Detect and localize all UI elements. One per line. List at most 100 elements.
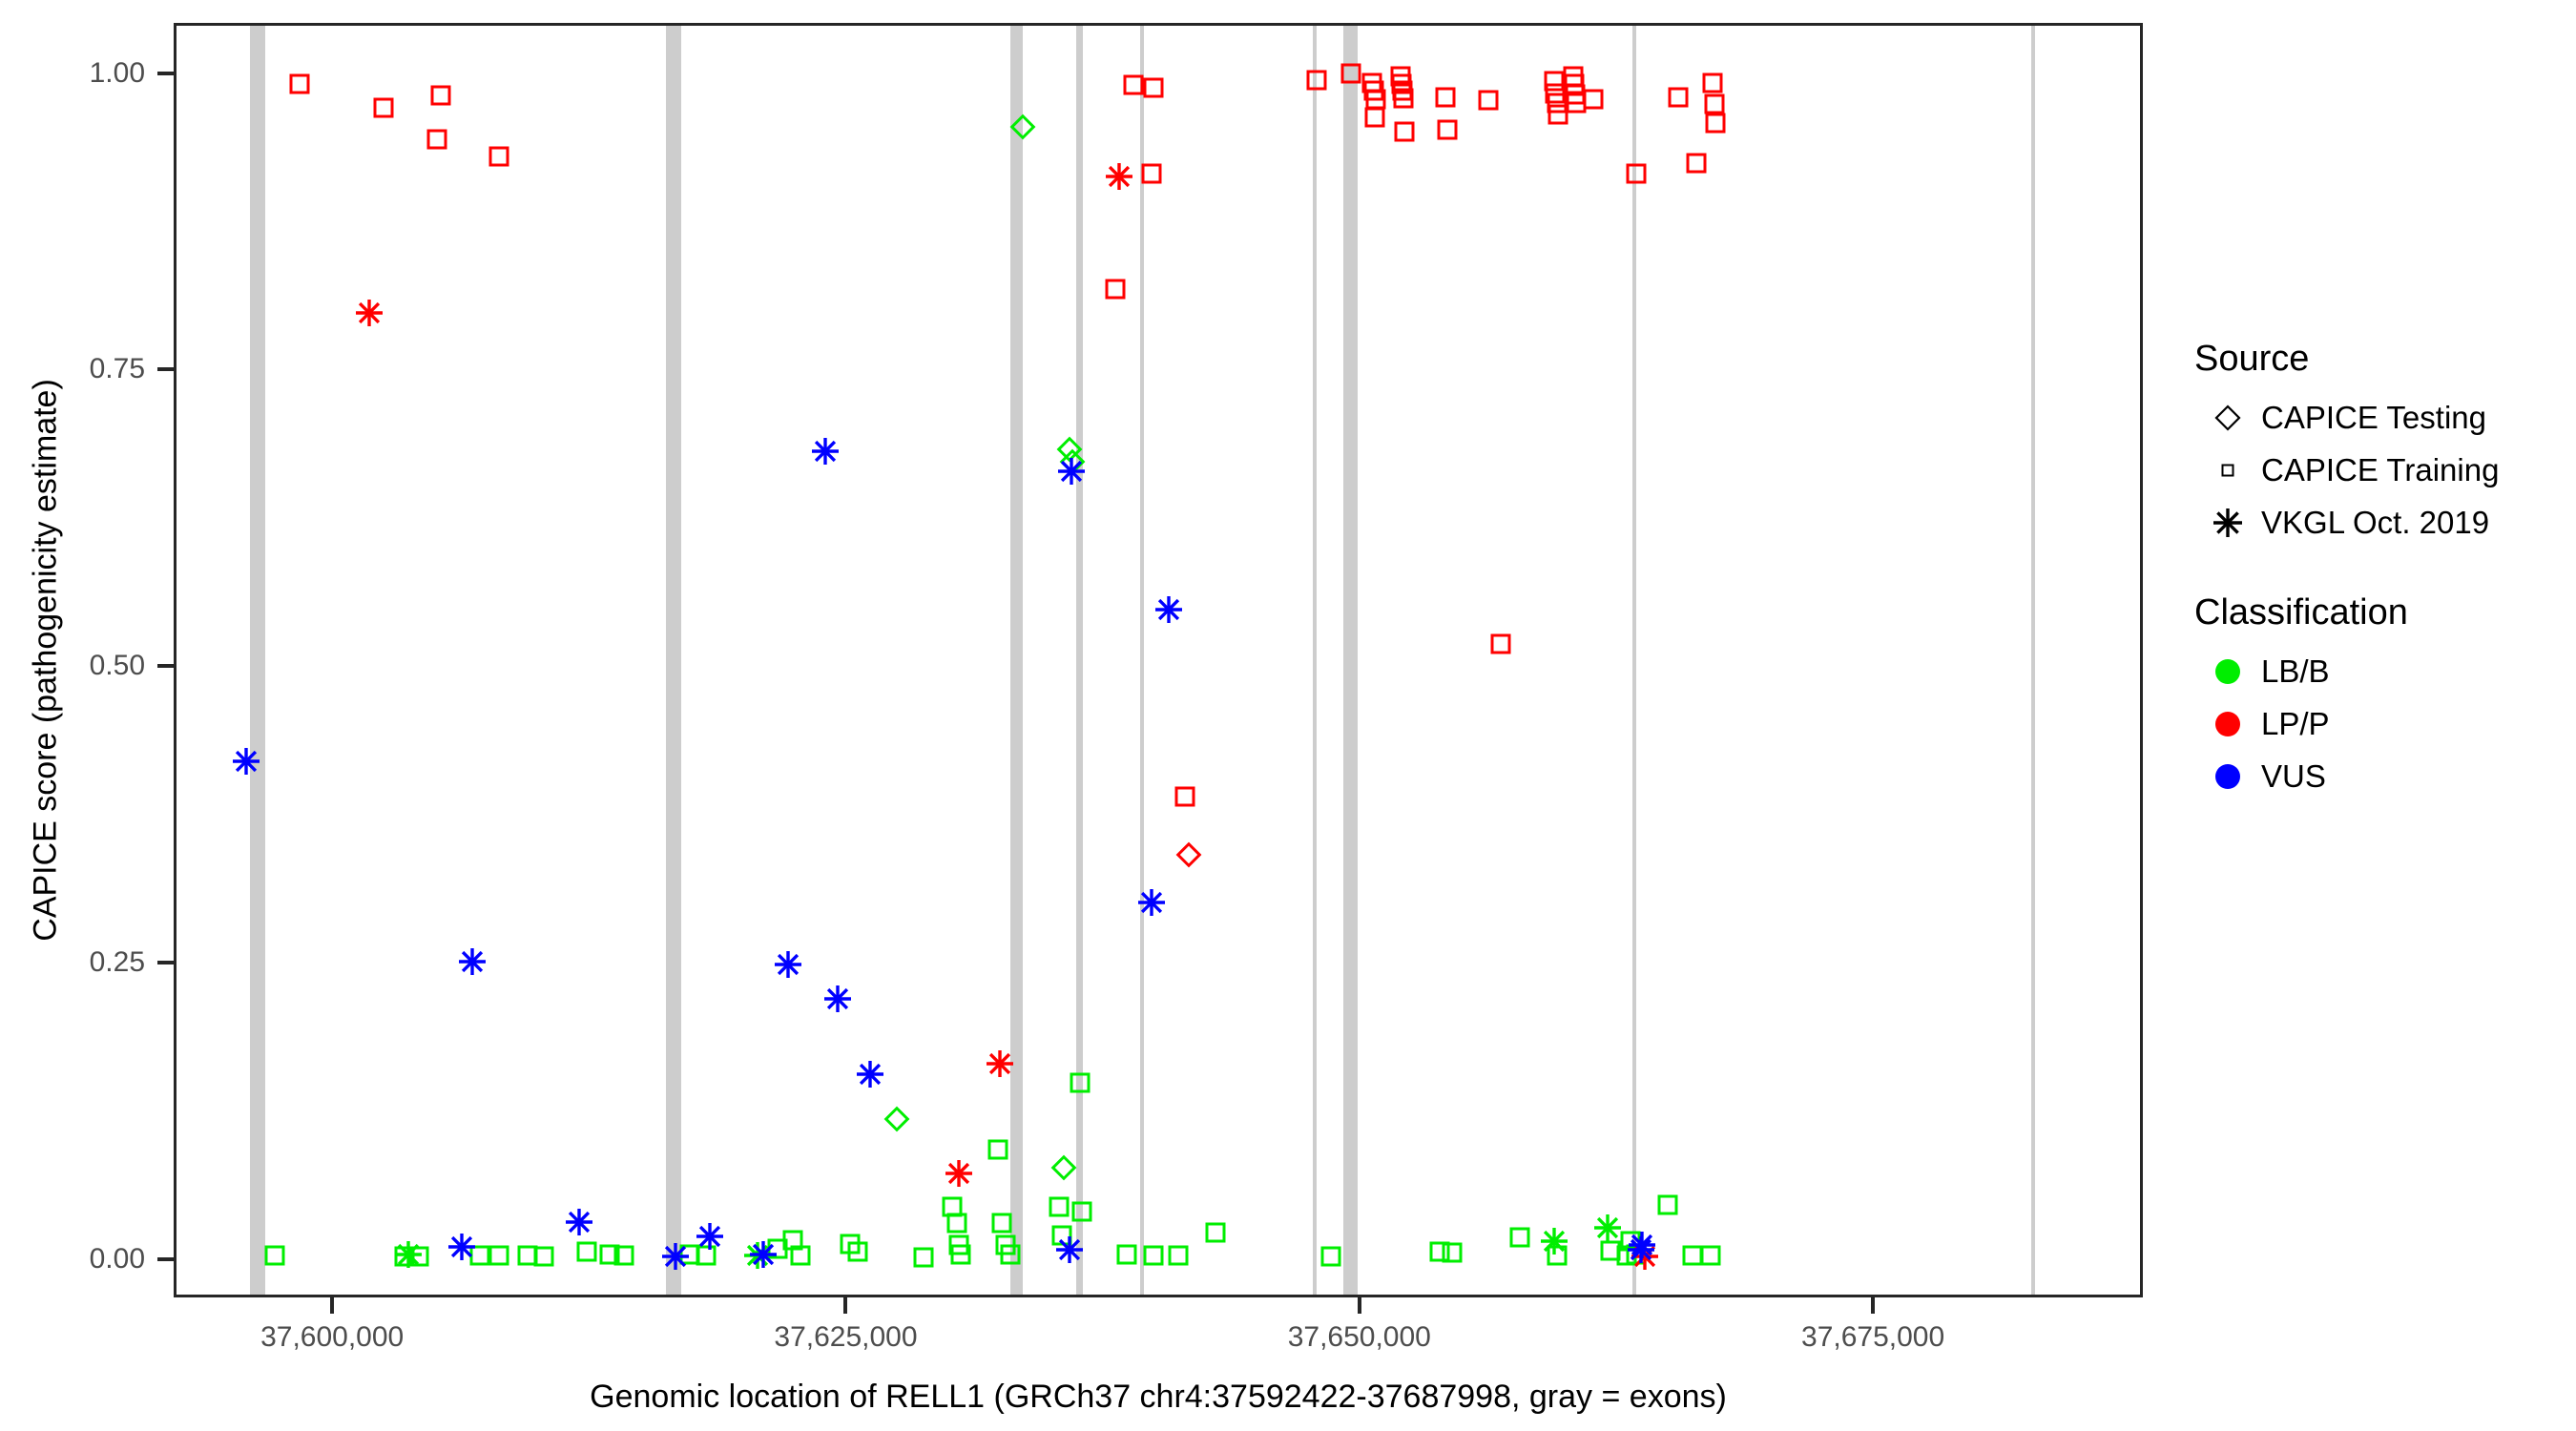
legend-marker-dot-icon [2194,645,2261,697]
data-point-square [1174,786,1195,807]
exon-bar [1009,26,1024,1295]
exon-bar [2030,26,2036,1295]
data-point-square [1566,93,1587,114]
data-point-asterisk [749,1240,778,1269]
legend-item-label: VUS [2261,757,2326,794]
data-point-asterisk [823,985,852,1013]
data-point-square [1700,1245,1721,1266]
data-point-square [1583,89,1604,110]
data-point-square [790,1245,811,1266]
data-point-square [1548,104,1568,125]
data-point-square [950,1244,971,1265]
data-point-square [1390,66,1411,87]
data-point-asterisk [856,1060,884,1089]
data-point-square [1509,1227,1530,1248]
data-point-square [1049,1196,1070,1217]
plot-panel [174,23,2143,1297]
data-point-square [1105,279,1126,300]
data-point-asterisk [355,299,384,327]
legend-item[interactable]: VUS [2194,750,2557,802]
legend-item[interactable]: CAPICE Training [2194,444,2557,496]
data-point-square [948,1234,969,1255]
data-point-square [1141,163,1162,184]
data-point-square [1626,1244,1647,1265]
data-point-diamond [1050,1154,1077,1181]
legend-item[interactable]: CAPICE Testing [2194,391,2557,444]
data-point-square [1702,73,1723,93]
data-point-square [469,1245,490,1266]
legend-item-label: VKGL Oct. 2019 [2261,504,2490,540]
data-point-square [1394,121,1415,142]
data-point-square [1682,1245,1703,1266]
data-point-square [696,1245,717,1266]
data-point-square [1547,93,1568,114]
x-tick-label: 37,650,000 [1287,1321,1431,1353]
data-point-asterisk [774,950,802,979]
y-tick-label: 0.50 [89,650,145,682]
data-point-square [1437,119,1458,140]
plot-area [177,26,2140,1295]
data-point-square [488,146,509,167]
x-tick [843,1297,848,1314]
exon-bar [1342,26,1358,1295]
y-tick [157,960,174,964]
legend-group: Classification LB/B LP/P VUS [2194,592,2557,802]
data-point-square [1668,87,1689,108]
data-point-asterisk [1627,1235,1655,1264]
legend-marker-diamond-icon [2194,391,2261,444]
y-tick-label: 1.00 [89,56,145,89]
data-point-square [1168,1245,1189,1266]
chart-legend: Source CAPICE Testing CAPICE Training VKGL … [2194,339,2557,846]
data-point-square [991,1213,1012,1234]
data-point-square [1626,163,1647,184]
data-point-square [533,1246,554,1267]
data-point-asterisk [394,1240,423,1269]
y-tick [157,71,174,75]
data-point-square [517,1245,538,1266]
data-point-square [946,1213,967,1234]
data-point-square [1620,1231,1641,1252]
legend-item[interactable]: VKGL Oct. 2019 [2194,496,2557,549]
x-tick [1871,1297,1876,1314]
data-point-square [1393,88,1414,109]
data-point-square [1365,89,1386,110]
data-point-square [394,1246,415,1267]
data-point-square [1490,633,1511,654]
y-tick-label: 0.75 [89,353,145,385]
exon-bar [250,26,266,1295]
data-point-square [1391,73,1412,94]
x-tick-label: 37,675,000 [1801,1321,1945,1353]
data-point-asterisk [1105,162,1133,191]
data-point-square [1564,73,1585,94]
data-point-square [1478,90,1499,111]
exon-bar [1632,26,1637,1295]
legend-group-title: Classification [2194,592,2408,633]
data-point-square [408,1246,429,1267]
data-point-square [767,1238,788,1259]
data-point-square [1565,84,1586,105]
data-point-diamond [883,1106,910,1132]
legend-item-label: LP/P [2261,705,2330,741]
data-point-diamond [1175,841,1202,868]
data-point-square [1363,80,1384,101]
data-point-square [913,1247,934,1268]
data-point-square [1442,1242,1463,1263]
data-point-asterisk [458,947,487,976]
legend-item[interactable]: LP/P [2194,697,2557,750]
data-point-square [1205,1222,1226,1243]
legend-item-label: LB/B [2261,653,2330,689]
legend-marker-asterisk-icon [2194,496,2261,549]
data-point-square [264,1245,285,1266]
data-point-asterisk [743,1241,772,1270]
data-point-square [1563,66,1584,87]
data-point-square [1704,93,1725,114]
legend-item[interactable]: LB/B [2194,645,2557,697]
data-point-square [987,1139,1008,1160]
data-point-square [1320,1246,1341,1267]
exon-bar [1313,26,1318,1295]
y-tick [157,1256,174,1261]
data-point-square [1705,113,1726,134]
data-point-square [613,1245,634,1266]
exon-bar [666,26,682,1295]
